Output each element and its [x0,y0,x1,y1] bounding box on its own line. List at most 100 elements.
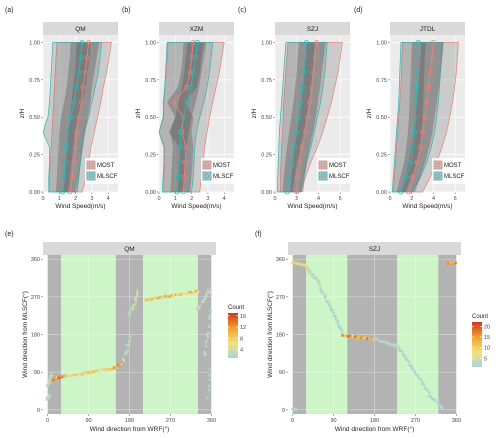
density-cell [403,354,406,357]
density-cell [209,309,212,313]
density-cell [152,297,155,301]
x-tick-label: 4 [317,196,320,202]
y-tick-label: 90 [279,370,285,376]
density-cell [336,322,340,326]
density-cell [407,360,411,364]
mean-point-most [182,159,188,165]
x-tick-label: 1 [174,196,177,202]
x-tick-label: 0 [157,196,160,202]
mean-point-most [414,159,420,165]
density-cell [195,307,199,311]
mean-point-most [424,99,430,105]
x-tick-label: 6 [454,196,457,202]
mean-point-most [309,84,315,90]
colorbar-tick-label: 16 [240,314,246,320]
density-cell [128,339,132,342]
x-tick-label: 90 [85,418,91,424]
mean-point-mlscf [177,144,183,150]
density-cell [198,304,202,308]
mean-line-mlscf [176,42,198,193]
mean-point-most [69,174,75,180]
density-cell [126,349,129,352]
mean-point-mlscf [296,114,302,120]
density-cell [427,394,431,398]
density-cell [420,378,423,382]
scatter-panel-2: (f) SZJ 0 90 180 270 360 0 90 180 270 360 Count 5 10 15… [255,231,490,433]
mean-point-mlscf [176,159,182,165]
mean-point-mlscf [61,174,67,180]
mean-point-most [181,174,187,180]
y-axis-title: Wind direction from MLSCF(°) [21,291,29,378]
density-cell [193,291,197,294]
colorbar-title: Count [228,305,244,311]
mean-point-mlscf [190,69,196,75]
legend-key-most [86,160,96,170]
density-cell [204,339,208,343]
density-cell [329,309,333,312]
density-cell [331,308,334,311]
density-cell [324,296,327,299]
mean-point-mlscf [408,159,414,165]
mean-point-mlscf [64,144,70,150]
density-cell [61,375,64,379]
x-tick-label: 2 [295,196,298,202]
mean-point-mlscf [286,174,292,180]
density-cell [177,293,180,296]
mean-point-mlscf [188,84,194,90]
y-axis-title: z/H [135,108,142,118]
density-cell [64,374,67,378]
density-cell [363,336,366,340]
legend-marker-mlscf [204,173,210,179]
density-cell [196,290,200,294]
density-cell [341,334,345,337]
mean-point-mlscf [414,84,420,90]
density-cell [339,325,342,329]
y-tick-label: 1.00 [145,40,156,46]
density-cell [48,381,51,384]
density-cell [181,292,185,295]
x-tick-label: 270 [411,418,420,424]
facet-strip [43,22,118,35]
density-cell [340,332,344,335]
mean-point-mlscf [300,84,306,90]
mean-point-most [187,69,193,75]
density-cell [336,319,339,322]
density-cell [429,396,433,400]
density-cell [401,352,405,356]
legend-key-most [318,160,328,170]
density-cell [426,389,429,392]
y-tick-label: 360 [276,257,285,263]
y-tick-label: 0.25 [376,153,387,159]
density-cell [131,304,135,308]
density-cell [124,351,127,354]
density-cell [317,281,321,285]
mean-point-mlscf [298,99,304,105]
y-tick-label: 0.50 [145,115,156,121]
density-cell [158,295,162,299]
iqr-band-most [63,42,100,192]
facet-strip [43,242,216,255]
mean-point-most [312,55,318,60]
density-cell [206,396,209,400]
mean-point-most [295,174,301,180]
x-tick-label: 270 [166,418,175,424]
density-cell [207,388,211,392]
density-cell [404,358,408,361]
density-cell [198,306,201,309]
density-cell [90,371,94,374]
density-cell [134,302,137,306]
density-cell [369,337,372,340]
y-axis-title: z/H [251,108,258,118]
y-tick-label: 0 [282,408,285,414]
density-cell [332,311,336,315]
facet-strip-label: QM [75,26,85,33]
x-tick-label: 360 [452,418,461,424]
mean-point-mlscf [194,40,200,45]
density-cell [300,263,304,267]
profile-panel-1: (a) QM 0 1 2 3 4 0.00 0.25 0.50 0.75 1.00 MOST MLSCF W… [5,7,118,210]
density-cell [398,349,402,352]
density-cell [103,368,107,371]
density-cell [120,362,123,366]
density-cell [417,375,420,378]
density-cell [334,316,338,320]
